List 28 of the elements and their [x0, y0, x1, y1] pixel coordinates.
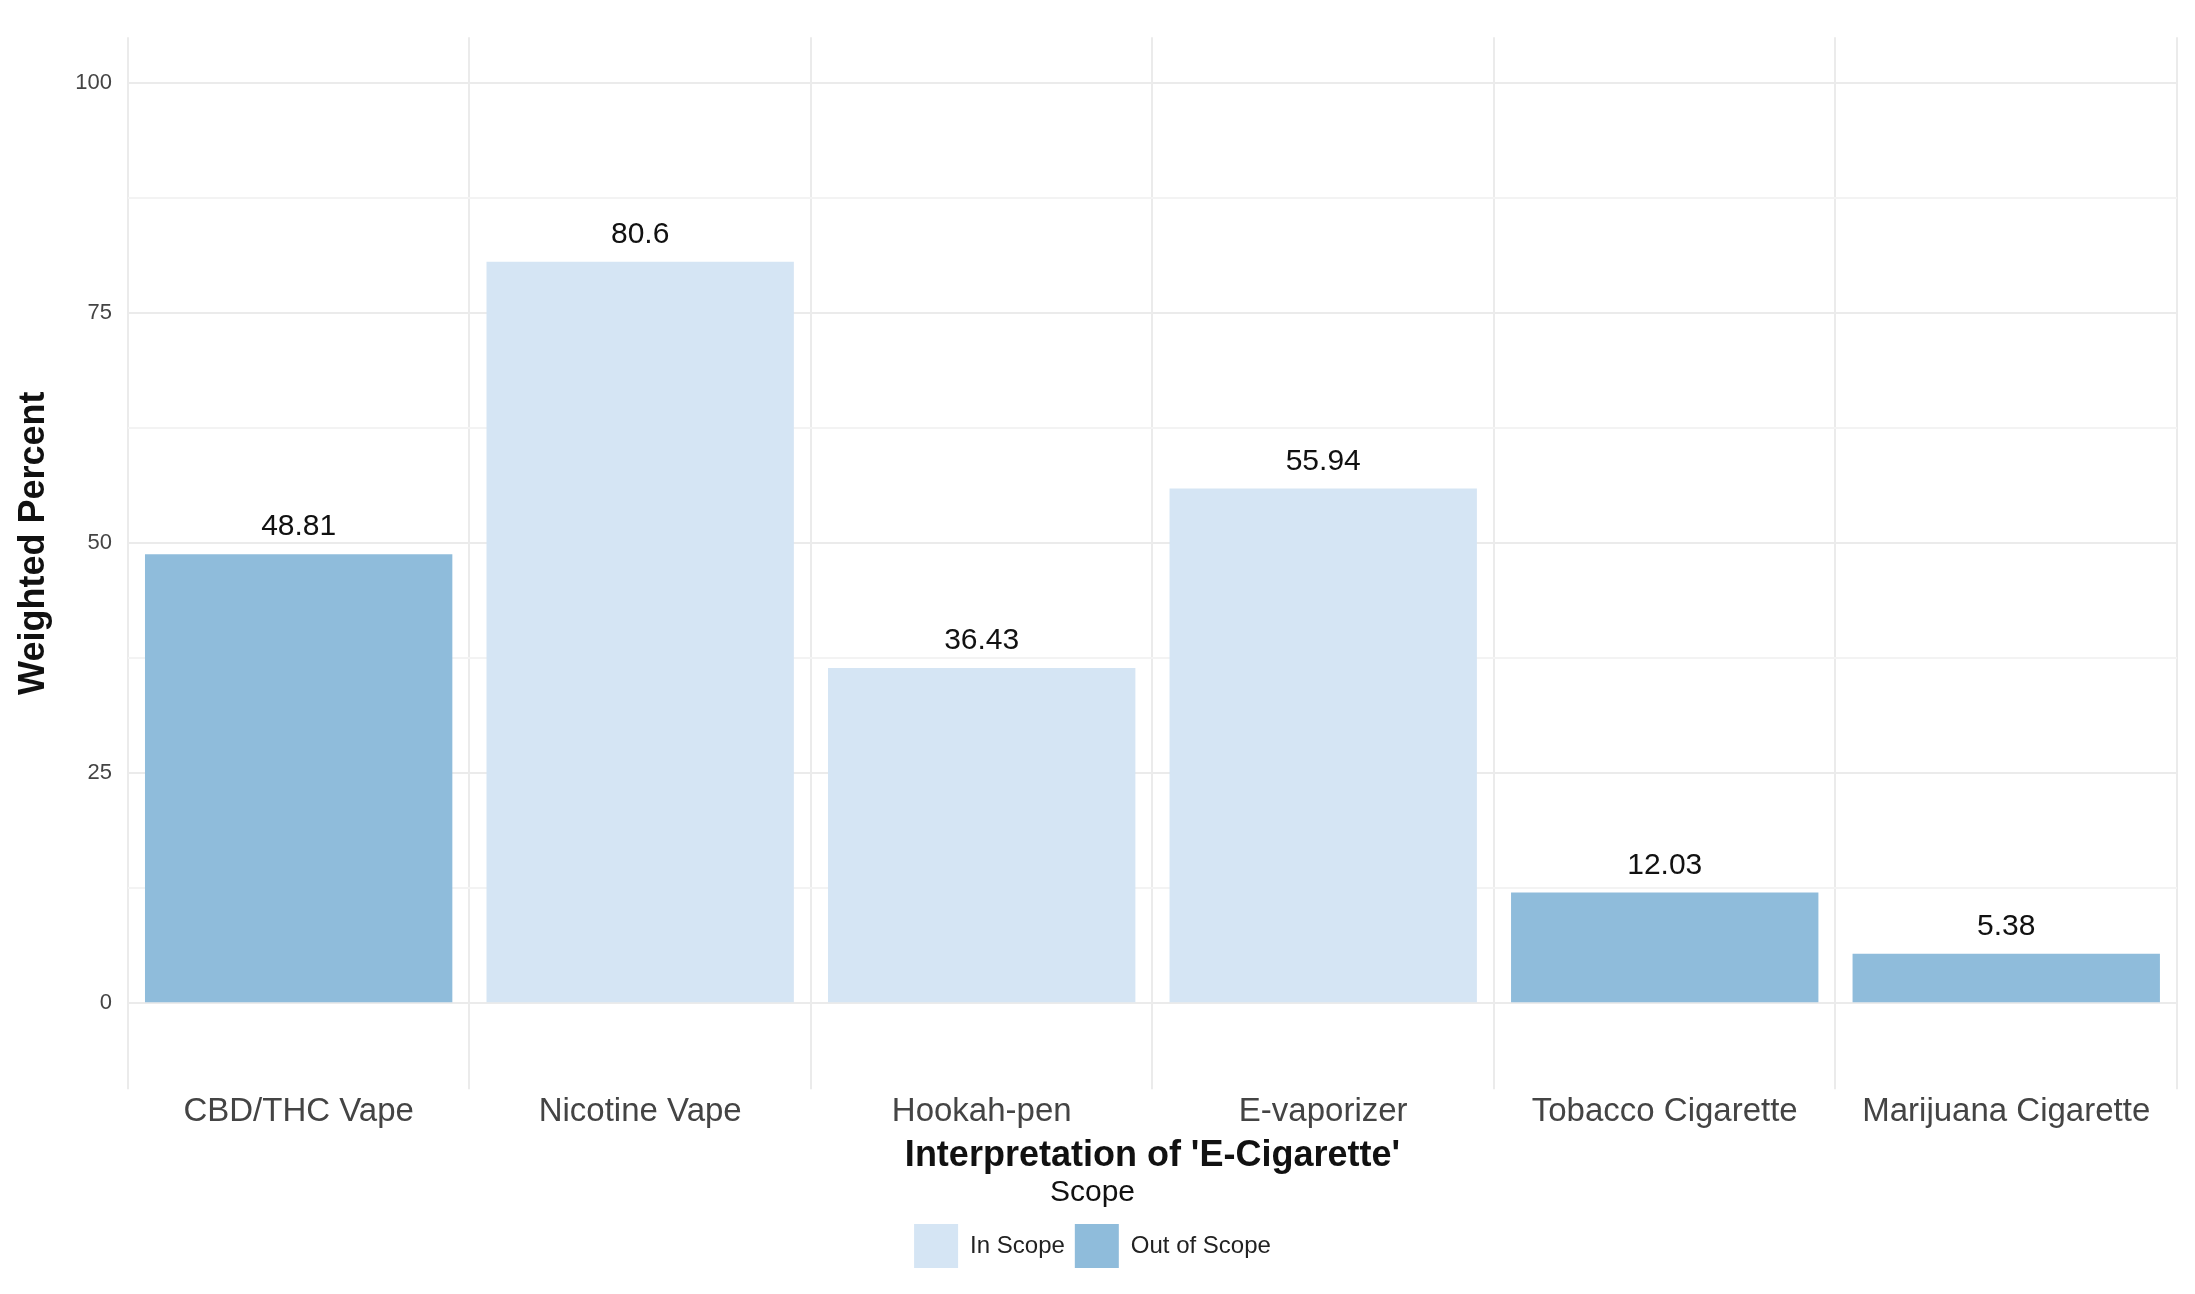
- bar: [1511, 892, 1819, 1003]
- data-label: 80.6: [610, 215, 670, 249]
- data-label: 55.94: [1285, 442, 1361, 476]
- x-tick-label: E-vaporizer: [1238, 1091, 1408, 1129]
- y-axis-title: Weighted Percent: [10, 391, 52, 695]
- data-label: 12.03: [1627, 846, 1703, 880]
- x-tick-label: Hookah-pen: [891, 1091, 1072, 1129]
- bar: [486, 261, 794, 1003]
- y-tick-label: 75: [87, 299, 112, 325]
- x-tick-label: Marijuana Cigarette: [1862, 1091, 2151, 1129]
- data-label: 48.81: [261, 508, 337, 542]
- x-tick-label: CBD/THC Vape: [183, 1091, 414, 1129]
- legend-title: Scope: [1049, 1174, 1136, 1208]
- legend-label: Out of Scope: [1130, 1230, 1271, 1258]
- y-tick-label: 0: [99, 989, 112, 1015]
- y-tick-label: 50: [87, 529, 112, 555]
- bar: [1852, 953, 2160, 1003]
- bar: [144, 554, 453, 1003]
- y-tick-label: 100: [75, 69, 112, 95]
- bar: [828, 668, 1136, 1003]
- legend-label: In Scope: [970, 1230, 1065, 1258]
- x-tick-label: Tobacco Cigarette: [1531, 1091, 1798, 1129]
- data-label: 5.38: [1977, 907, 2036, 941]
- data-label: 36.43: [944, 622, 1020, 656]
- x-tick-label: Nicotine Vape: [538, 1091, 742, 1129]
- bar: [1169, 488, 1477, 1003]
- y-tick-label: 25: [87, 759, 112, 785]
- x-axis-title: Interpretation of 'E-Cigarette': [904, 1133, 1401, 1175]
